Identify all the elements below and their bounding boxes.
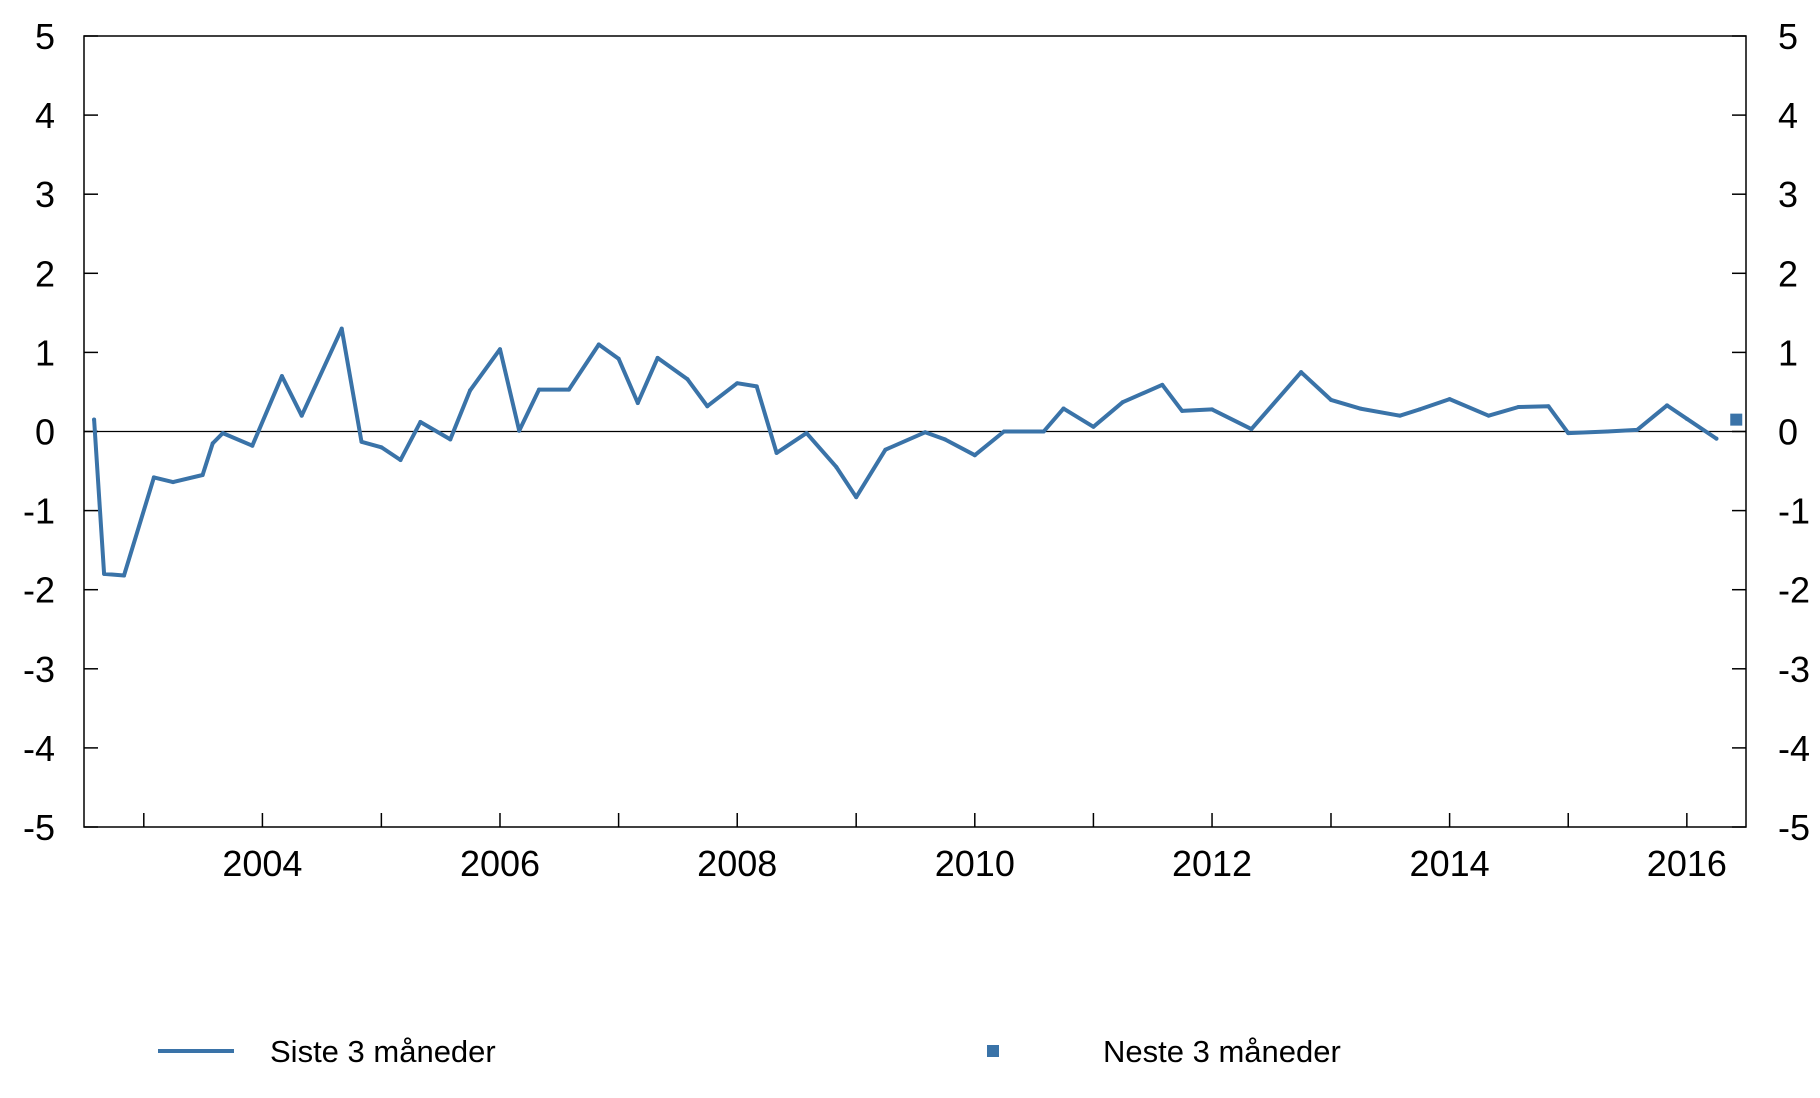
data-point [1210,407,1215,412]
data-point [200,473,205,478]
data-point [1249,427,1254,432]
data-point [1684,416,1689,421]
data-point [339,326,344,331]
y-tick-label-right: 2 [1778,253,1798,294]
data-point [1486,413,1491,418]
data-point [1665,403,1670,408]
data-point [102,571,107,576]
data-point [1635,427,1640,432]
y-tick-label-right: -3 [1778,649,1810,690]
data-point [1002,429,1007,434]
data-point [1566,431,1571,436]
data-point [942,437,947,442]
legend-marker-swatch [987,1045,999,1057]
data-point [774,450,779,455]
data-point [1299,370,1304,375]
legend-label-neste-3-maneder: Neste 3 måneder [1103,1034,1341,1069]
data-point [635,401,640,406]
data-point [497,347,502,352]
series-marker-neste-3-maneder [1730,413,1743,426]
data-point [517,428,522,433]
x-tick-label: 2016 [1647,843,1727,884]
data-point [1160,382,1165,387]
y-tick-label-left: 1 [35,332,55,373]
y-tick-label-right: 5 [1778,16,1798,57]
y-tick-label-left: 3 [35,174,55,215]
data-point [1417,407,1422,412]
x-tick-label: 2012 [1172,843,1252,884]
data-point [735,381,740,386]
y-tick-label-left: 4 [35,95,55,136]
data-point [655,355,660,360]
x-tick-label: 2010 [935,843,1015,884]
data-point [121,573,126,578]
data-point [923,430,928,435]
data-point [1516,404,1521,409]
data-point [883,447,888,452]
data-point [1091,424,1096,429]
x-tick-label: 2008 [697,843,777,884]
data-point [210,441,215,446]
y-tick-label-right: 3 [1778,174,1798,215]
data-point [250,443,255,448]
data-point [171,480,176,485]
data-point [418,420,423,425]
y-tick-label-left: 5 [35,16,55,57]
y-tick-label-right: -4 [1778,728,1810,769]
data-point [151,475,156,480]
data-point [804,431,809,436]
x-tick-label: 2006 [460,843,540,884]
data-point [92,417,97,422]
data-point [448,437,453,442]
data-point [1041,429,1046,434]
data-point [596,342,601,347]
data-point [398,457,403,462]
y-tick-label-right: 1 [1778,332,1798,373]
y-tick-label-right: 4 [1778,95,1798,136]
data-point [1061,406,1066,411]
data-point [972,453,977,458]
data-point [1605,429,1610,434]
data-point [1447,397,1452,402]
data-point [220,431,225,436]
data-point [705,404,710,409]
data-point [566,387,571,392]
data-point [359,439,364,444]
x-tick-label: 2004 [222,843,302,884]
data-point [1546,404,1551,409]
y-tick-label-right: -1 [1778,491,1810,532]
series-line-siste-3-maneder [92,326,1719,578]
data-point [1180,408,1185,413]
y-tick-label-right: 0 [1778,412,1798,453]
data-point [468,388,473,393]
y-tick-label-left: -1 [23,491,55,532]
data-point [854,495,859,500]
data-point [1358,406,1363,411]
data-point [1714,436,1719,441]
y-tick-label-left: -2 [23,570,55,611]
y-tick-label-right: -2 [1778,570,1810,611]
data-point [754,384,759,389]
data-point [1397,413,1402,418]
y-tick-label-left: -4 [23,728,55,769]
legend-label-siste-3-maneder: Siste 3 måneder [270,1034,496,1069]
data-point [299,413,304,418]
y-tick-label-left: -5 [23,807,55,848]
data-point [616,356,621,361]
data-point [1328,397,1333,402]
data-point [834,465,839,470]
data-point [379,445,384,450]
y-tick-label-right: -5 [1778,807,1810,848]
y-tick-label-left: 2 [35,253,55,294]
x-tick-label: 2014 [1410,843,1490,884]
data-point [536,387,541,392]
y-tick-label-left: 0 [35,412,55,453]
data-point [1120,400,1125,405]
data-point [279,374,284,379]
data-point [685,377,690,382]
y-tick-label-left: -3 [23,649,55,690]
